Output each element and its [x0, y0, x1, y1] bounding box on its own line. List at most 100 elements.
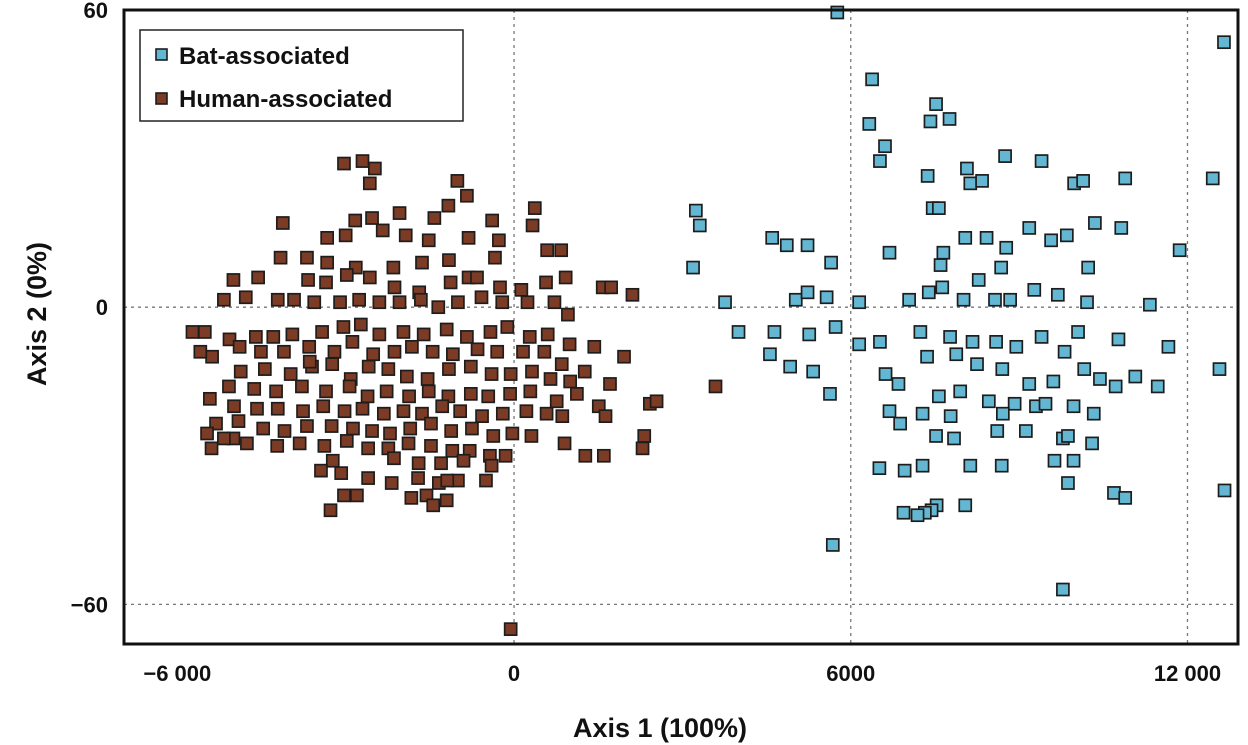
human-point	[439, 493, 454, 508]
human-point	[352, 292, 366, 307]
human-point	[251, 270, 265, 285]
human-point	[361, 359, 376, 374]
human-point	[490, 344, 505, 359]
bat-point	[990, 424, 1005, 438]
human-point	[540, 327, 555, 342]
bat-point	[1081, 260, 1096, 275]
bat-point	[981, 394, 996, 409]
bat-point	[921, 285, 936, 300]
human-point	[503, 367, 518, 381]
bat-point	[806, 364, 821, 379]
human-point	[598, 409, 613, 424]
bat-point	[1047, 453, 1062, 468]
human-point	[392, 295, 407, 310]
human-point	[348, 213, 363, 228]
human-point	[442, 253, 456, 267]
human-point	[425, 344, 440, 359]
axis-ticks: −6 000 0 6000 12 000 60 0 −60	[71, 0, 1221, 686]
bat-point	[1022, 377, 1037, 391]
human-point	[324, 419, 339, 433]
bat-point	[1019, 424, 1033, 438]
bat-point	[1161, 339, 1176, 354]
human-point	[266, 330, 281, 344]
human-point	[355, 154, 370, 168]
bat-point	[878, 139, 892, 154]
bat-point	[873, 335, 887, 349]
bat-point	[958, 498, 973, 513]
bat-point	[731, 325, 746, 339]
human-point	[708, 379, 723, 394]
bat-point	[896, 505, 911, 520]
human-point	[603, 377, 617, 391]
human-point	[617, 349, 631, 364]
human-point	[411, 456, 426, 471]
human-point	[327, 344, 342, 359]
legend-box	[139, 29, 464, 122]
human-point	[625, 287, 640, 302]
bat-point	[1088, 216, 1102, 230]
human-point	[275, 216, 290, 230]
human-point	[411, 471, 425, 485]
bat-point	[779, 238, 794, 253]
bat-point	[802, 327, 817, 342]
human-point	[479, 473, 493, 488]
bat-point	[763, 347, 777, 362]
human-point	[362, 270, 377, 285]
human-point	[414, 292, 428, 307]
human-point	[562, 337, 577, 352]
human-point	[368, 161, 382, 176]
human-point	[481, 389, 496, 404]
human-point	[355, 401, 370, 416]
human-point	[495, 406, 510, 421]
human-point	[387, 344, 402, 359]
y-tick-label: 60	[84, 0, 108, 23]
human-point	[484, 367, 499, 381]
bat-point	[1085, 436, 1099, 451]
human-point	[435, 399, 450, 414]
x-axis-title: Axis 1 (100%)	[573, 713, 747, 743]
bat-point	[936, 245, 951, 260]
bat-point	[1217, 483, 1232, 498]
human-point	[185, 325, 200, 339]
human-point	[361, 471, 375, 485]
human-point	[424, 439, 438, 453]
human-point	[557, 436, 572, 451]
bat-point	[1093, 372, 1107, 386]
human-point	[416, 327, 431, 342]
human-point	[217, 431, 231, 446]
human-point	[319, 384, 333, 399]
bat-point	[965, 335, 980, 349]
human-point	[558, 270, 573, 285]
human-point	[439, 322, 454, 337]
human-point	[232, 339, 247, 354]
bat-point	[932, 389, 946, 404]
human-point	[461, 230, 476, 245]
human-point	[503, 387, 517, 401]
human-point	[387, 280, 402, 295]
human-point	[209, 416, 223, 431]
human-point	[547, 295, 562, 310]
bat-point	[1107, 486, 1121, 500]
bat-point	[996, 406, 1010, 421]
bat-point	[920, 349, 934, 364]
human-point	[270, 292, 285, 307]
human-point	[350, 488, 364, 503]
bat-point	[1114, 221, 1129, 235]
human-point	[302, 354, 317, 369]
bat-point	[1027, 283, 1042, 297]
human-point	[486, 429, 501, 443]
human-point	[338, 228, 353, 243]
human-point	[386, 260, 401, 275]
human-point	[375, 223, 390, 238]
bat-point	[956, 292, 971, 307]
bat-point	[932, 201, 946, 215]
human-point	[483, 325, 498, 339]
bat-point	[1212, 362, 1227, 376]
bat-point	[873, 154, 887, 168]
bat-point	[1066, 453, 1081, 468]
human-point	[337, 488, 351, 503]
human-point	[277, 344, 291, 359]
human-point	[273, 250, 288, 265]
human-point	[342, 379, 357, 394]
human-point	[539, 275, 553, 290]
